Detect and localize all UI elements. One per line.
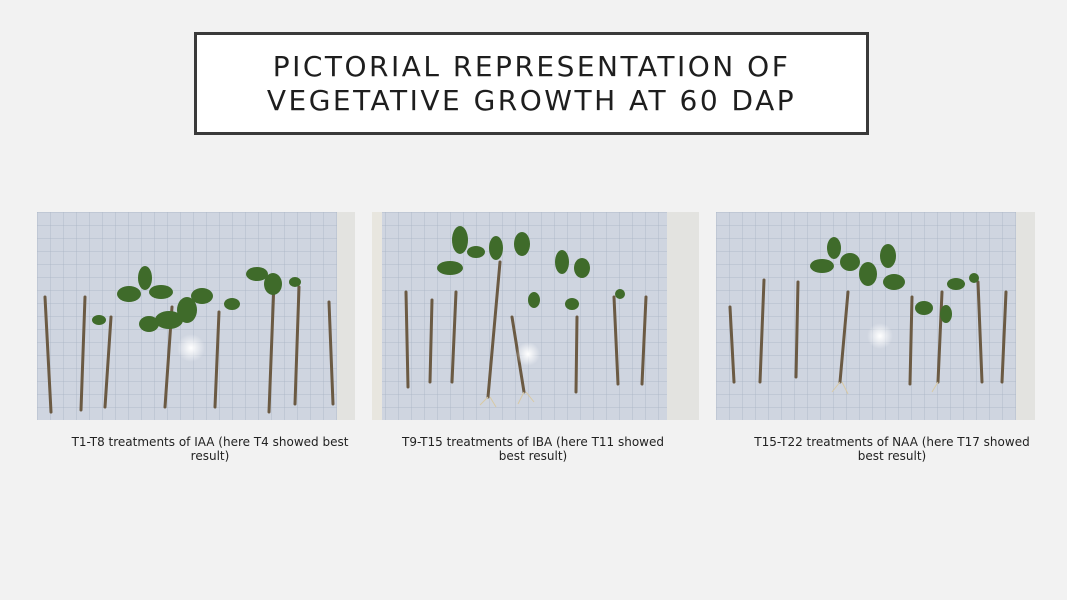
title-box: PICTORIAL REPRESENTATION OF VEGETATIVE G… xyxy=(194,32,869,135)
plant-cuttings-photo-iba xyxy=(372,212,699,420)
caption-naa: T15-T22 treatments of NAA (here T17 show… xyxy=(754,435,1030,463)
caption-iba: T9-T15 treatments of IBA (here T11 showe… xyxy=(401,435,664,463)
caption-iaa: T1-T8 treatments of IAA (here T4 showed … xyxy=(71,435,349,463)
slide-title: PICTORIAL REPRESENTATION OF VEGETATIVE G… xyxy=(267,50,796,118)
plant-cuttings-photo-naa xyxy=(716,212,1035,420)
title-line-1: PICTORIAL REPRESENTATION OF xyxy=(272,49,791,83)
title-line-2: VEGETATIVE GROWTH AT 60 DAP xyxy=(266,83,797,117)
plant-cuttings-photo-iaa xyxy=(37,212,355,420)
